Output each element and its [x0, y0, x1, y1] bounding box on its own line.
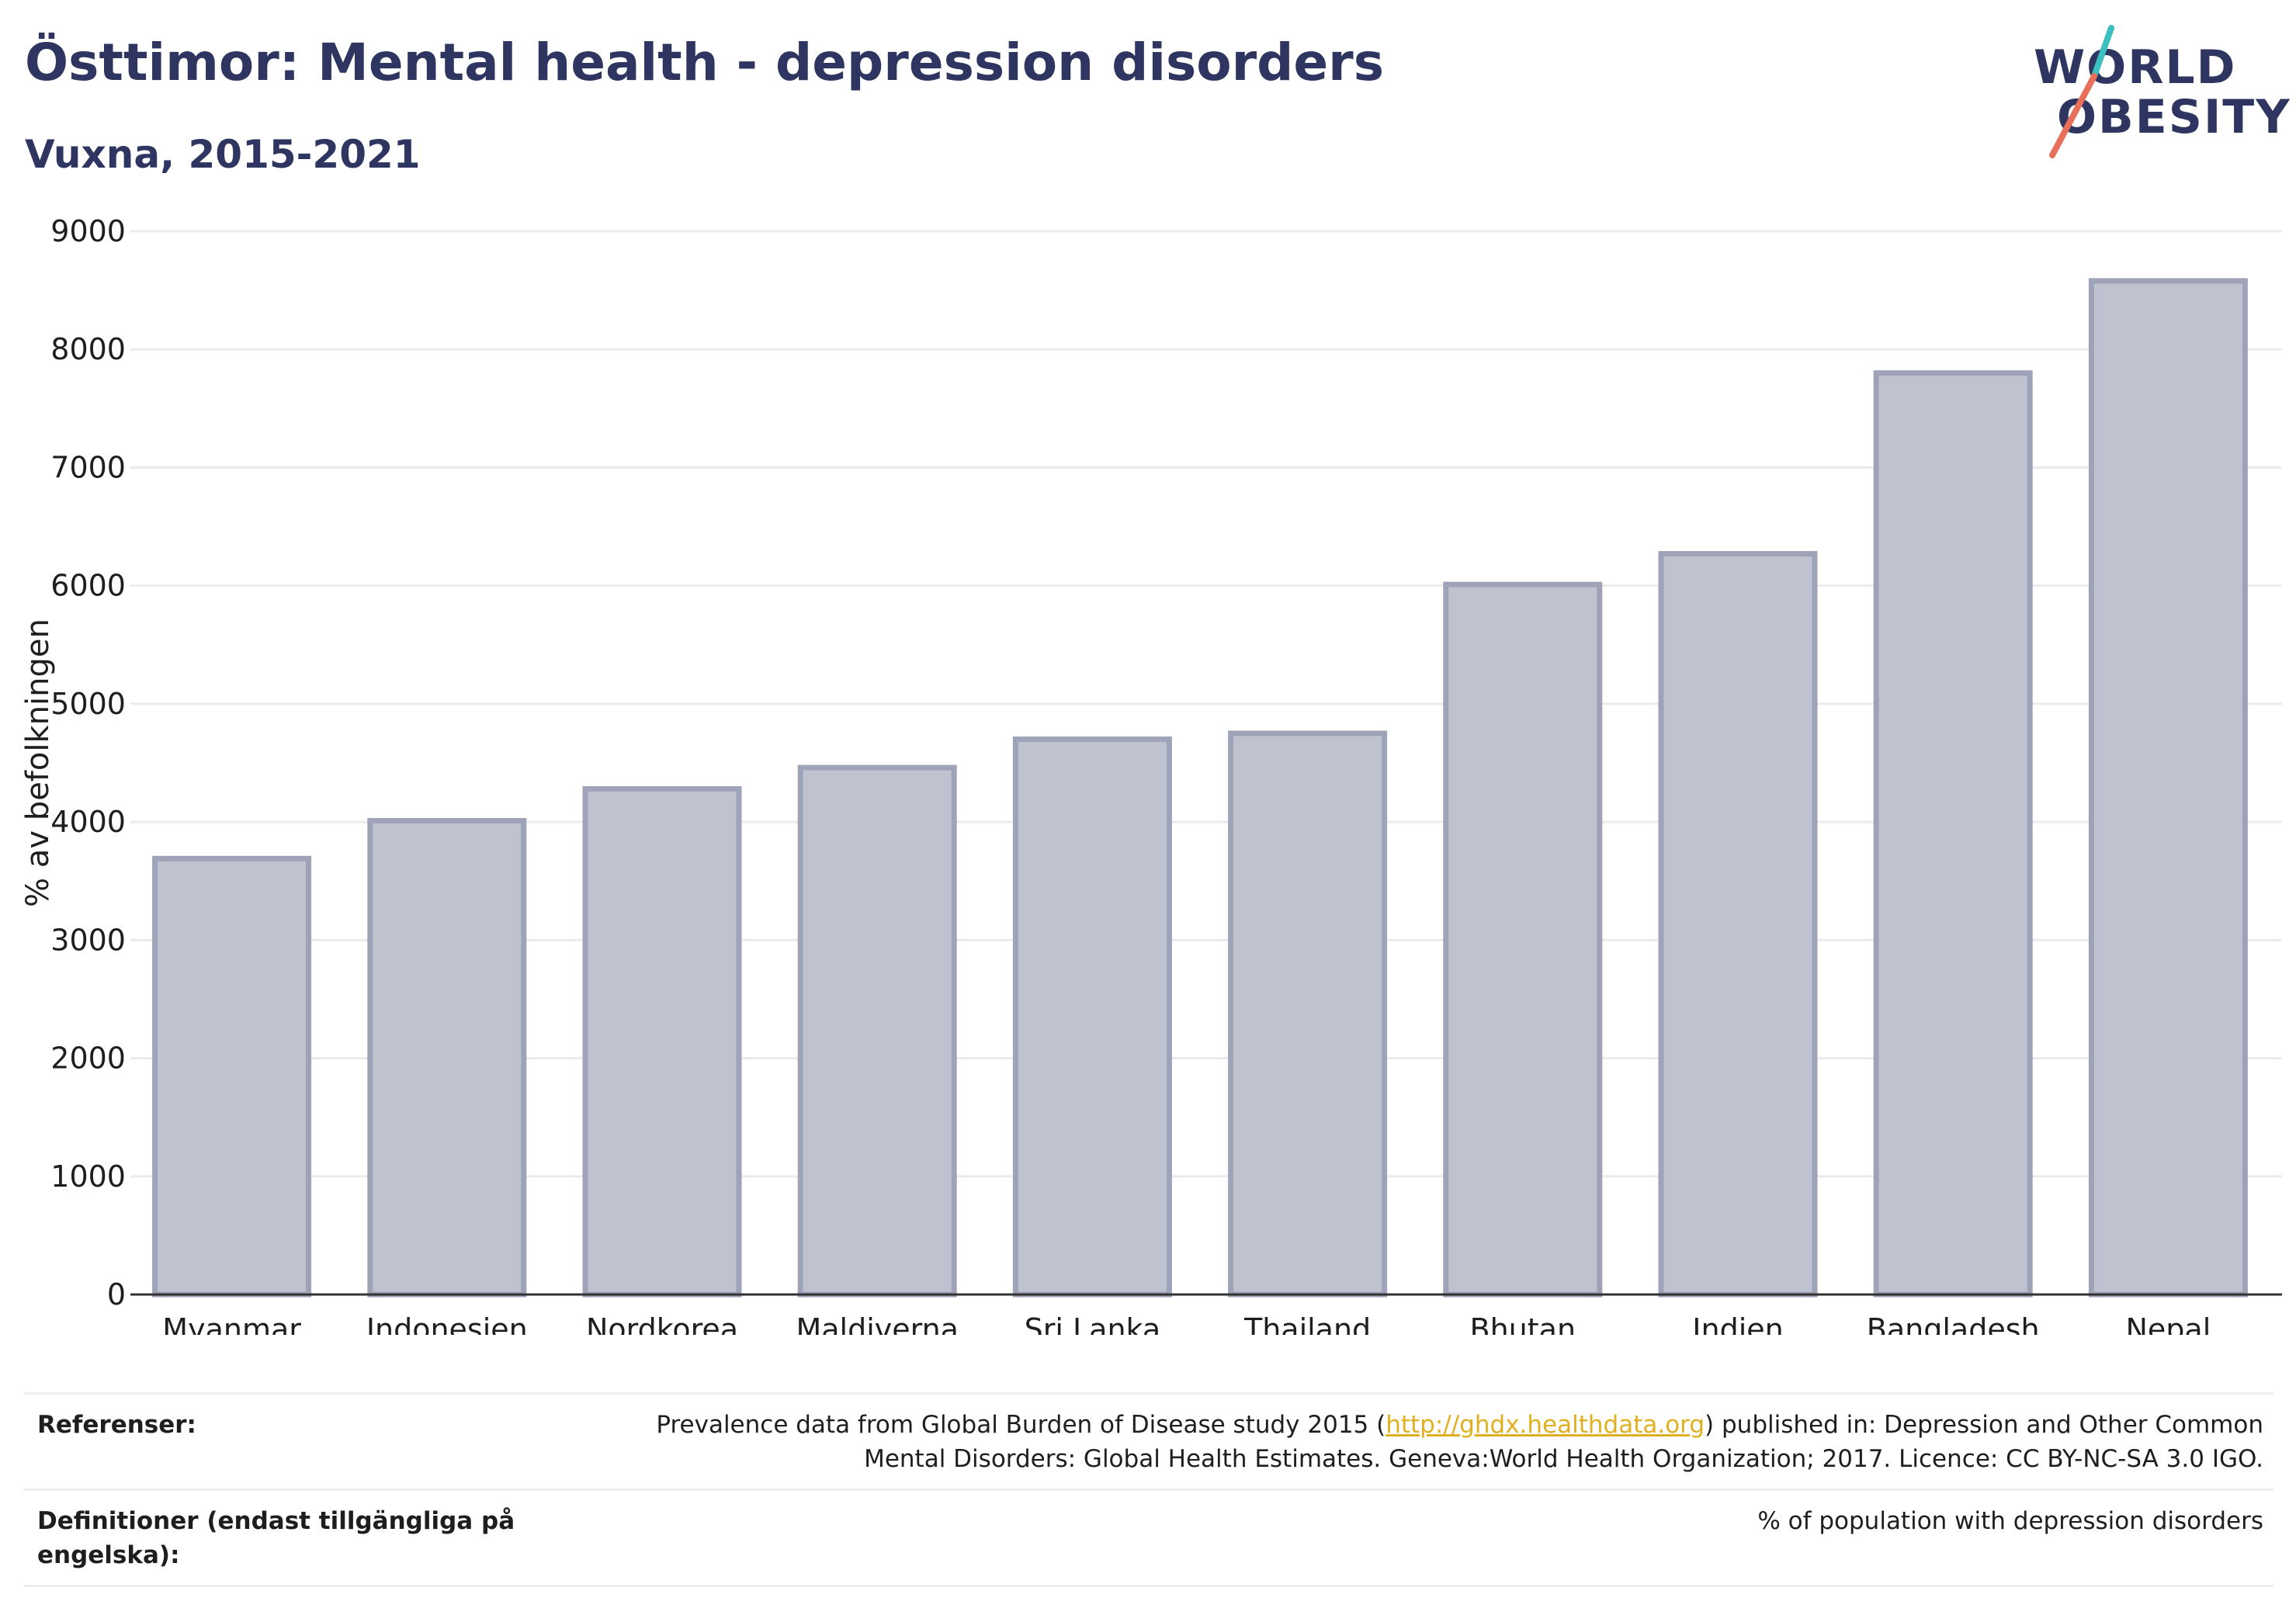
x-tick-label: Indien [1692, 1312, 1783, 1335]
logo-slash-icon [2049, 25, 2114, 158]
y-tick-label: 4000 [50, 805, 126, 839]
bar [1443, 581, 1603, 1298]
references-label: Referenser: [37, 1411, 196, 1439]
footer-divider-top [23, 1392, 2274, 1395]
bar [2088, 278, 2248, 1298]
y-tick-label: 2000 [50, 1041, 126, 1076]
bars [152, 278, 2248, 1298]
bar [367, 818, 527, 1298]
references-text-pre: Prevalence data from Global Burden of Di… [656, 1411, 1386, 1439]
x-tick-label: Bangladesh [1867, 1312, 2040, 1335]
bar [1658, 551, 1818, 1298]
logo-text-line1: WORLD [2034, 40, 2237, 95]
y-tick-label: 6000 [50, 569, 126, 603]
x-tick-label: Sri Lanka [1025, 1312, 1161, 1335]
x-tick-label: Nordkorea [586, 1312, 738, 1335]
footer-divider-middle [23, 1489, 2274, 1491]
x-tick-label: Bhutan [1470, 1312, 1576, 1335]
references-link[interactable]: http://ghdx.healthdata.org [1386, 1411, 1705, 1439]
x-tick-label: Thailand [1243, 1312, 1371, 1335]
x-tick-label: Maldiverna [796, 1312, 959, 1335]
x-tick-label: Nepal [2126, 1312, 2211, 1335]
definitions-text: % of population with depression disorder… [1757, 1507, 2263, 1535]
y-tick-label: 5000 [50, 687, 126, 721]
chart-title: Östtimor: Mental health - depression dis… [25, 33, 1384, 92]
y-tick-label: 0 [107, 1277, 126, 1312]
logo-text-line2: OBESITY [2057, 90, 2291, 144]
y-tick-label: 7000 [50, 450, 126, 484]
bar [797, 764, 957, 1298]
bar [1873, 370, 2033, 1298]
bar [152, 855, 312, 1298]
y-tick-label: 3000 [50, 923, 126, 957]
definitions-label-line2: engelska): [37, 1541, 180, 1569]
footer-divider-bottom [23, 1585, 2274, 1587]
x-tick-label: Indonesien [366, 1312, 528, 1335]
y-tick-label: 8000 [50, 332, 126, 366]
references-text-post: ) published in: Depression and Other Com… [1705, 1411, 2263, 1439]
y-tick-label: 9000 [50, 214, 126, 248]
references-text-line2: Mental Disorders: Global Health Estimate… [864, 1445, 2263, 1473]
bar [1228, 730, 1388, 1298]
y-axis-ticks: 0 1000 2000 3000 4000 5000 6000 7000 8000 9000 [50, 214, 126, 1312]
bar [1012, 736, 1172, 1298]
chart-subtitle: Vuxna, 2015-2021 [25, 132, 421, 177]
world-obesity-logo: WORLD OBESITY [2026, 22, 2290, 161]
x-tick-label: Myanmar [162, 1312, 301, 1335]
bar [582, 785, 742, 1298]
bar-chart: 0 1000 2000 3000 4000 5000 6000 7000 8000 9000 My… [20, 214, 2282, 1335]
definitions-label: Definitioner (endast tillgängliga på eng… [37, 1504, 515, 1572]
x-axis-ticks: Myanmar Indonesien Nordkorea Maldiverna Sri … [162, 1312, 2211, 1335]
definitions-label-line1: Definitioner (endast tillgängliga på [37, 1507, 515, 1535]
y-axis-label: % av befolkningen [20, 619, 56, 907]
y-tick-label: 1000 [50, 1159, 126, 1194]
references-text: Prevalence data from Global Burden of Di… [517, 1408, 2263, 1476]
